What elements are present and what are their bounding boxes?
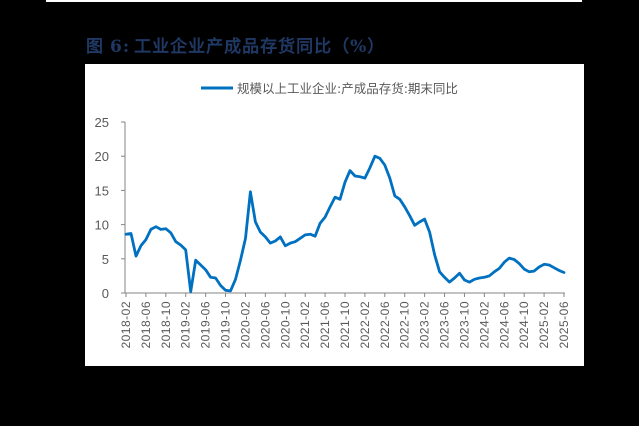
x-tick-label: 2022-02 bbox=[358, 301, 372, 349]
x-tick-label: 2020-06 bbox=[258, 301, 272, 349]
x-tick-label: 2018-10 bbox=[159, 301, 173, 349]
x-tick-label: 2023-02 bbox=[418, 301, 432, 349]
x-tick-label: 2021-02 bbox=[298, 301, 312, 349]
x-tick-label: 2021-06 bbox=[318, 301, 332, 349]
x-tick-label: 2023-06 bbox=[438, 301, 452, 349]
y-tick-label: 10 bbox=[95, 218, 109, 233]
legend-label: 规模以上工业企业:产成品存货:期末同比 bbox=[237, 81, 458, 96]
y-tick-label: 0 bbox=[102, 286, 109, 301]
chart-panel: 规模以上工业企业:产成品存货:期末同比 0 5 10 15 20 25 2018-02 20… bbox=[85, 64, 584, 366]
x-tick-label: 2024-02 bbox=[477, 301, 491, 349]
figure-label: 图 bbox=[86, 37, 104, 57]
x-tick-label: 2024-06 bbox=[497, 301, 511, 349]
top-rule bbox=[46, 0, 582, 2]
x-tick-label: 2025-02 bbox=[537, 301, 551, 349]
x-tick-label: 2024-10 bbox=[517, 301, 531, 349]
figure-number: 6: bbox=[110, 37, 131, 57]
y-tick-label: 15 bbox=[95, 183, 109, 198]
x-tick-label: 2025-06 bbox=[557, 301, 571, 349]
y-axis: 0 5 10 15 20 25 bbox=[95, 115, 126, 301]
x-tick-label: 2018-02 bbox=[119, 301, 133, 349]
figure-title-text: 工业企业产成品存货同比（%） bbox=[134, 37, 386, 57]
x-tick-label: 2019-02 bbox=[179, 301, 193, 349]
chart-legend: 规模以上工业企业:产成品存货:期末同比 bbox=[201, 81, 458, 96]
x-tick-label: 2022-06 bbox=[378, 301, 392, 349]
x-tick-label: 2019-10 bbox=[219, 301, 233, 349]
y-tick-label: 5 bbox=[102, 252, 109, 267]
y-tick-label: 20 bbox=[95, 149, 109, 164]
figure-title: 图 6: 工业企业产成品存货同比（%） bbox=[86, 34, 385, 60]
y-tick-label: 25 bbox=[95, 115, 109, 130]
series-line bbox=[124, 154, 566, 293]
x-tick-label: 2021-10 bbox=[338, 301, 352, 349]
x-tick-label: 2018-06 bbox=[139, 301, 153, 349]
x-axis: 2018-02 2018-06 2018-10 2019-02 2019-06 2019-… bbox=[119, 292, 571, 349]
x-tick-label: 2020-02 bbox=[238, 301, 252, 349]
x-tick-label: 2023-10 bbox=[457, 301, 471, 349]
x-tick-label: 2022-10 bbox=[398, 301, 412, 349]
x-tick-label: 2020-10 bbox=[278, 301, 292, 349]
x-tick-label: 2019-06 bbox=[199, 301, 213, 349]
